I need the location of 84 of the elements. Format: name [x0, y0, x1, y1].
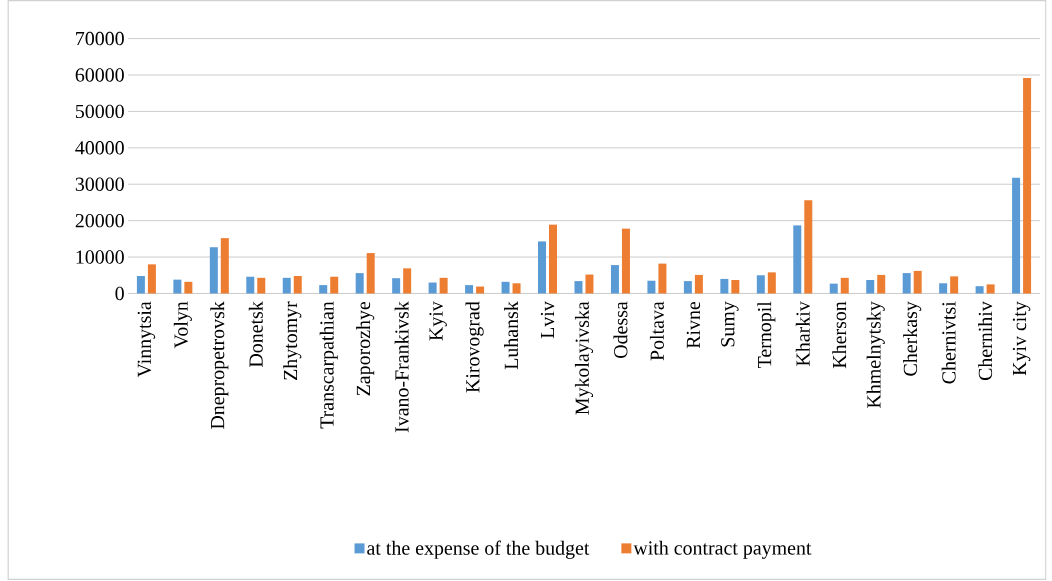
bar [355, 273, 364, 294]
x-tick-label: Kyiv [429, 301, 447, 341]
bar [621, 228, 630, 294]
bar [950, 276, 959, 294]
bar [366, 253, 375, 294]
bar [403, 268, 412, 294]
y-tick-label: 60000 [75, 68, 124, 82]
bar [136, 276, 145, 294]
bar [428, 282, 437, 294]
legend-label: at the expense of the budget [367, 540, 590, 560]
x-tick-label: Ivano-Frankivsk [394, 301, 409, 433]
bar [840, 278, 849, 294]
x-tick-label: Zhytomyr [283, 301, 302, 381]
bar [501, 282, 510, 294]
bar [731, 280, 740, 294]
bar [465, 285, 474, 294]
bar [986, 284, 995, 294]
x-tick-label: Cherkasy [903, 301, 922, 376]
bar [913, 271, 922, 294]
bar [257, 278, 266, 294]
bar [939, 283, 948, 294]
x-tick-label: Kyiv city [1012, 301, 1031, 376]
bar [829, 283, 838, 294]
x-tick-label: Sumy [721, 301, 739, 347]
x-tick-label: Odessa [613, 301, 628, 359]
bar [209, 247, 218, 294]
bar [647, 280, 656, 294]
bar [184, 282, 193, 294]
bar [319, 285, 328, 294]
bar [1012, 177, 1021, 294]
x-tick-label: Vinnytsia [137, 301, 156, 378]
bar [975, 286, 984, 294]
bar [793, 225, 802, 294]
y-tick-label: 0 [115, 286, 124, 301]
bar [902, 273, 911, 294]
bar [804, 200, 813, 294]
bar [147, 264, 156, 294]
bar [610, 265, 619, 294]
bar [293, 276, 302, 294]
bar [658, 263, 667, 294]
bar [330, 276, 339, 294]
bar [246, 276, 255, 294]
x-tick-label: Lviv [540, 301, 555, 339]
x-tick-label: Rivne [686, 302, 701, 349]
bar [585, 274, 594, 294]
x-tick-label: Donetsk [248, 301, 263, 368]
y-tick-label: 30000 [75, 177, 124, 192]
x-tick-label: Zaporozhye [356, 302, 375, 396]
bar [512, 283, 521, 294]
y-tick-label: 40000 [75, 141, 124, 155]
x-tick-label: Kherson [832, 301, 847, 369]
x-tick-label: Transcarpathian [319, 301, 338, 429]
bar [220, 238, 229, 294]
bar [694, 275, 703, 294]
bar [756, 275, 765, 294]
y-tick-label: 50000 [76, 104, 124, 119]
x-tick-label: Luhansk [504, 301, 519, 370]
x-tick-label: Poltava [649, 301, 664, 361]
bar [282, 278, 291, 294]
bar [439, 278, 448, 294]
bar [392, 278, 401, 294]
bar [720, 279, 729, 294]
x-tick-label: Kirovograd [465, 301, 484, 393]
x-tick-label: Chernivtsi [941, 301, 956, 384]
x-tick-label: Dnepropetrovsk [210, 301, 229, 430]
bar [683, 281, 692, 294]
x-tick-label: Volyn [173, 301, 192, 349]
y-tick-label: 70000 [76, 32, 124, 46]
bar [549, 224, 558, 294]
bar [173, 279, 182, 294]
legend-label: with contract payment [633, 540, 812, 560]
bar [538, 241, 547, 294]
bar [1023, 78, 1032, 294]
bar [877, 275, 886, 294]
bar [767, 272, 776, 294]
x-tick-label: Ternopil [757, 301, 776, 369]
y-tick-label: 10000 [76, 250, 124, 264]
x-tick-label: Khmelnytsky [866, 301, 885, 409]
bar [574, 281, 583, 294]
bar [866, 280, 875, 294]
x-tick-label: Mykolayivska [574, 301, 594, 415]
x-tick-label: Chernihiv [978, 301, 993, 381]
x-tick-label: Kharkiv [795, 301, 810, 367]
y-tick-label: 20000 [75, 214, 124, 228]
